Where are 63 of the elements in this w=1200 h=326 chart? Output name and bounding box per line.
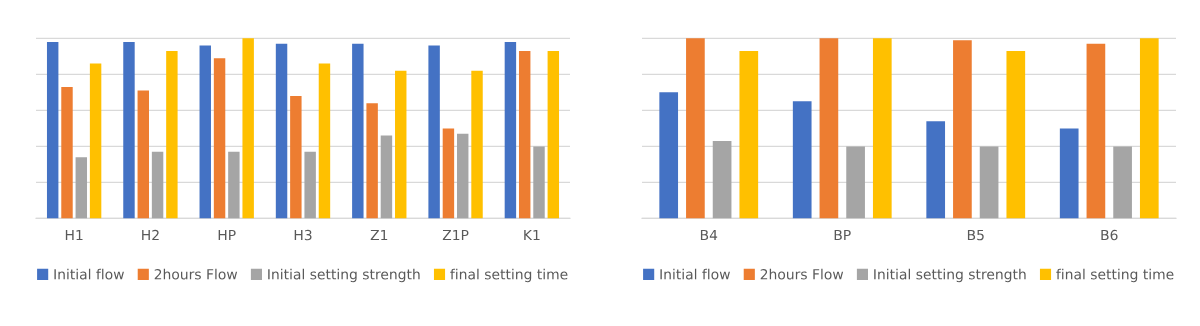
bar [275, 43, 288, 219]
legend-label: final setting time [450, 268, 568, 283]
bar [213, 58, 226, 219]
bar [533, 146, 545, 219]
bar [1059, 128, 1079, 219]
bar [1006, 50, 1026, 219]
bar [137, 90, 149, 219]
x-tick-label: BP [834, 229, 851, 241]
x-tick-label: HP [218, 229, 236, 241]
x-tick-label: B5 [967, 229, 984, 241]
legend-label: 2hours Flow [760, 268, 844, 280]
bar [792, 101, 812, 219]
bar [199, 45, 211, 219]
bar [1139, 38, 1159, 219]
bar [166, 50, 178, 219]
bar [1086, 43, 1106, 219]
bar [318, 63, 331, 219]
bar [926, 121, 946, 219]
bar [290, 95, 302, 219]
bar [659, 92, 679, 219]
bar [471, 70, 483, 219]
x-tick-label: B4 [700, 229, 718, 241]
bar [712, 140, 732, 219]
bar [46, 41, 59, 219]
x-tick-label: H1 [65, 229, 83, 241]
bar [518, 50, 531, 219]
bar [428, 45, 440, 219]
bar [442, 128, 455, 219]
legend-label: Initial flow [54, 268, 124, 280]
bar [1113, 146, 1132, 219]
bar [75, 157, 88, 219]
bar [819, 38, 839, 219]
bar [979, 146, 999, 219]
bar [228, 151, 240, 219]
bar [846, 146, 865, 219]
legend-label: Initial flow [660, 268, 730, 280]
x-tick-label: K1 [524, 229, 540, 241]
bar [686, 38, 705, 219]
legend-label: Initial setting strength [268, 268, 420, 283]
bar [366, 103, 378, 219]
bar [504, 41, 517, 219]
bar [61, 86, 73, 219]
bar [352, 43, 364, 219]
bar [304, 151, 316, 219]
bar [89, 63, 102, 219]
x-tick-label: H2 [142, 229, 159, 241]
bar [151, 151, 164, 219]
bar [380, 135, 393, 219]
bar [547, 50, 560, 219]
x-tick-label: Z1P [442, 229, 469, 241]
bar [395, 70, 407, 219]
x-tick-label: B6 [1101, 229, 1118, 241]
bar [953, 40, 972, 219]
bar [872, 38, 892, 219]
legend-label: 2hours Flow [154, 268, 238, 280]
bar [457, 133, 469, 219]
x-tick-label: Z1 [370, 229, 388, 241]
x-tick-label: H3 [294, 229, 312, 241]
bar [123, 41, 135, 219]
legend-label: Initial setting strength [874, 268, 1026, 283]
legend-label: final setting time [1056, 268, 1174, 283]
bar [739, 50, 759, 219]
bar [242, 38, 254, 219]
